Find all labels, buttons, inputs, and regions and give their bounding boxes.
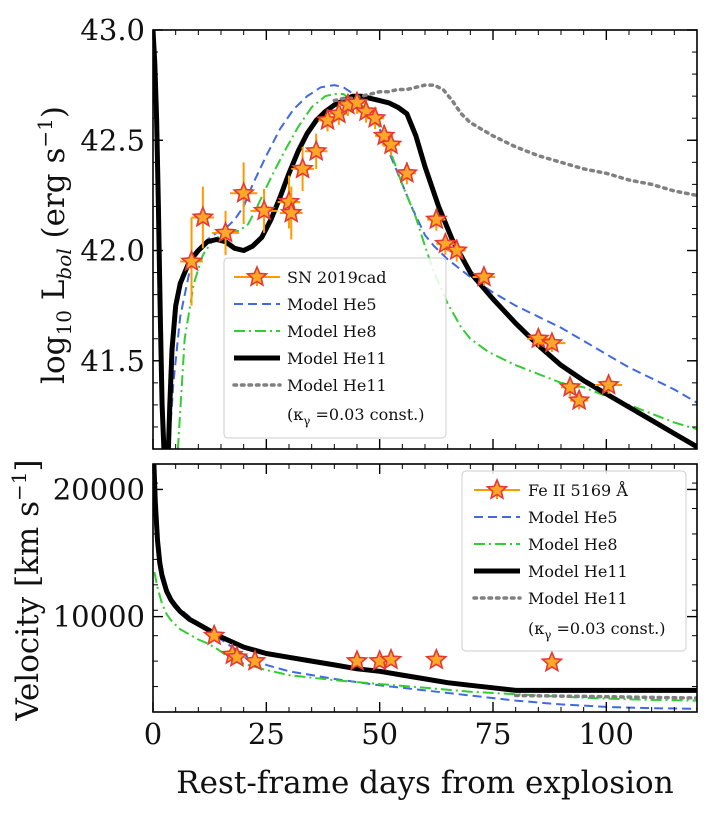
- legend-note-kappa: (κγ =0.03 const.): [287, 405, 425, 428]
- legend-label-he11-const: Model He11: [287, 376, 387, 395]
- lum-ytick-label-3: 43.0: [80, 13, 145, 47]
- lum-star-4: [252, 198, 276, 221]
- vel-ytick-label-1: 20000: [53, 472, 145, 506]
- velocity-legend-swatches: [472, 477, 522, 600]
- lum-star-14: [363, 106, 387, 128]
- legend-label-he5: Model He5: [528, 508, 618, 527]
- vel-series-2: [153, 464, 697, 693]
- legend-label-he11: Model He11: [287, 349, 387, 368]
- legend-label-he11-const: Model He11: [528, 589, 628, 608]
- vel-xtick-label-4: 100: [579, 717, 634, 751]
- lum-series-3: [332, 83, 697, 198]
- vel-star-8: [540, 650, 564, 673]
- lum-star-16: [379, 132, 403, 155]
- lum-ytick-label-0: 41.5: [80, 344, 145, 378]
- lum-star-1: [191, 205, 215, 228]
- x-axis-label: Rest-frame days from explosion: [176, 765, 673, 801]
- legend-note-kappa: (κγ =0.03 const.): [528, 619, 666, 642]
- legend-label-he5: Model He5: [287, 295, 377, 314]
- vel-star-4: [345, 649, 369, 671]
- velocity-ticks: 10000 20000 0 25 50 75 100: [53, 464, 698, 751]
- lum-series-2: [153, 30, 697, 449]
- vel-xtick-label-2: 50: [361, 717, 398, 751]
- vel-xtick-label-1: 25: [248, 717, 285, 751]
- velocity-y-axis-label: Velocity [km s−1]: [7, 459, 46, 721]
- lum-legend-star-icon: [245, 264, 269, 287]
- velocity-observations: [202, 623, 564, 673]
- lum-star-20: [445, 238, 469, 261]
- lum-star-6: [279, 200, 303, 223]
- lum-star-24: [558, 375, 582, 398]
- vel-series-3: [513, 693, 697, 700]
- luminosity-legend: SN 2019cad Model He5 Model He8 Model He1…: [223, 257, 447, 439]
- lum-star-21: [472, 264, 496, 287]
- lum-star-23: [540, 331, 564, 353]
- legend-label-he8: Model He8: [528, 535, 618, 554]
- lum-star-26: [597, 372, 621, 395]
- luminosity-y-axis-label: log10 Lbol (erg s−1): [33, 106, 76, 384]
- velocity-panel: 10000 20000 0 25 50 75 100 Velocity [km s−1] R…: [7, 459, 698, 801]
- vel-star-2: [225, 645, 249, 668]
- vel-ytick-label-0: 10000: [53, 600, 145, 634]
- vel-star-6: [379, 647, 403, 670]
- lum-star-25: [567, 388, 591, 411]
- vel-xtick-label-0: 0: [144, 717, 162, 751]
- lum-star-3: [232, 181, 256, 203]
- legend-label-feii: Fe II 5169 Å: [528, 480, 628, 500]
- lum-star-0: [180, 249, 204, 272]
- legend-label-sn2019cad: SN 2019cad: [287, 268, 387, 287]
- vel-star-7: [424, 647, 448, 670]
- lum-star-12: [345, 90, 369, 113]
- vel-legend-star-icon: [485, 477, 509, 500]
- lum-star-17: [395, 161, 419, 184]
- vel-star-3: [243, 649, 267, 671]
- lum-ytick-label-1: 42.0: [80, 234, 145, 268]
- luminosity-observations: [180, 90, 623, 411]
- luminosity-legend-swatches: [232, 264, 282, 387]
- vel-star-0: [202, 623, 226, 646]
- luminosity-y-ticks: 41.5 42.0 42.5 43.0: [80, 13, 698, 450]
- lum-star-2: [214, 220, 238, 243]
- legend-label-he8: Model He8: [287, 322, 377, 341]
- lum-ytick-label-2: 42.5: [80, 123, 145, 157]
- luminosity-panel: 41.5 42.0 42.5 43.0 log10 Lbol (erg s−1) SN…: [33, 13, 698, 450]
- lum-star-18: [424, 207, 448, 230]
- lum-star-8: [304, 139, 328, 162]
- velocity-legend: Fe II 5169 Å Model He5 Model He8 Model H…: [461, 470, 687, 652]
- legend-label-he11: Model He11: [528, 562, 628, 581]
- vel-xtick-label-3: 75: [475, 717, 512, 751]
- lum-star-7: [291, 156, 315, 179]
